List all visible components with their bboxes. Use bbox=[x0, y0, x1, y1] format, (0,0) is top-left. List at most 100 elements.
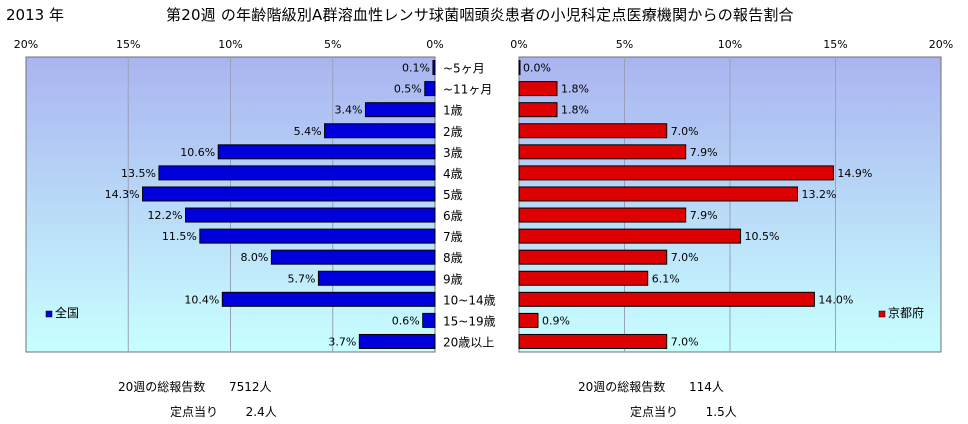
kyoto-chart-tick-label: 10% bbox=[718, 38, 742, 51]
kyoto-chart-bar bbox=[518, 270, 649, 286]
kyoto-chart-data-label: 14.9% bbox=[837, 167, 872, 180]
kyoto-chart-data-label: 7.0% bbox=[671, 251, 699, 264]
chart-title: 第20週 の年齢階級別A群溶血性レンサ球菌咽頭炎患者の小児科定点医療機関からの報… bbox=[166, 6, 794, 24]
national-chart-bar bbox=[364, 102, 436, 118]
national-chart-data-label: 5.7% bbox=[287, 272, 315, 285]
kyoto-chart-data-label: 7.9% bbox=[690, 209, 718, 222]
national-chart-bar bbox=[432, 60, 436, 76]
national-total-label: 20週の総報告数 bbox=[118, 380, 206, 394]
national-chart-tick-label: 0% bbox=[426, 38, 443, 51]
national-chart-bar bbox=[217, 144, 436, 160]
national-per-site-value: 2.4人 bbox=[245, 405, 277, 419]
kyoto-legend-swatch bbox=[878, 310, 886, 318]
national-chart-bar bbox=[358, 333, 436, 349]
kyoto-chart-bar bbox=[518, 60, 521, 76]
kyoto-chart-tick-label: 20% bbox=[929, 38, 953, 51]
kyoto-chart-data-label: 0.0% bbox=[523, 62, 551, 75]
kyoto-chart-data-label: 7.9% bbox=[690, 146, 718, 159]
category-label: 10~14歳 bbox=[443, 293, 496, 307]
national-per-site-row: 定点当り 2.4人 bbox=[170, 403, 277, 420]
category-label: 2歳 bbox=[443, 125, 463, 139]
kyoto-chart-bar bbox=[518, 312, 539, 328]
national-chart-data-label: 0.5% bbox=[394, 83, 422, 96]
national-chart-bar bbox=[317, 270, 436, 286]
national-chart-data-label: 5.4% bbox=[294, 125, 322, 138]
kyoto-chart-bar bbox=[518, 144, 687, 160]
category-label: 5歳 bbox=[443, 188, 463, 202]
kyoto-chart-bar bbox=[518, 207, 687, 223]
kyoto-total-value: 114人 bbox=[688, 380, 724, 394]
kyoto-chart-data-label: 13.2% bbox=[802, 188, 837, 201]
national-chart-data-label: 10.4% bbox=[184, 293, 219, 306]
national-chart-data-label: 10.6% bbox=[180, 146, 215, 159]
national-chart-bar bbox=[422, 312, 436, 328]
kyoto-chart-bar bbox=[518, 81, 558, 97]
category-label: 1歳 bbox=[443, 104, 463, 118]
kyoto-chart-bar bbox=[518, 333, 668, 349]
national-chart-data-label: 3.7% bbox=[328, 335, 356, 348]
kyoto-chart-data-label: 0.9% bbox=[542, 314, 570, 327]
category-label: 9歳 bbox=[443, 272, 463, 286]
national-chart-data-label: 8.0% bbox=[240, 251, 268, 264]
national-chart-tick-label: 10% bbox=[218, 38, 242, 51]
category-label: ~5ヶ月 bbox=[443, 62, 485, 76]
national-chart-bar bbox=[270, 249, 436, 265]
kyoto-chart-data-label: 7.0% bbox=[671, 335, 699, 348]
kyoto-chart-bar bbox=[518, 186, 799, 202]
kyoto-chart-bar bbox=[518, 165, 834, 181]
national-chart-bar bbox=[142, 186, 436, 202]
national-legend-label: 全国 bbox=[55, 305, 79, 320]
national-legend-swatch bbox=[45, 310, 53, 318]
kyoto-total-row: 20週の総報告数 114人 bbox=[578, 378, 724, 395]
national-chart-bar bbox=[199, 228, 436, 244]
national-chart-data-label: 12.2% bbox=[148, 209, 183, 222]
national-chart-bar bbox=[158, 165, 436, 181]
kyoto-chart-bar bbox=[518, 228, 742, 244]
kyoto-chart-tick-label: 5% bbox=[616, 38, 633, 51]
kyoto-per-site-row: 定点当り 1.5人 bbox=[630, 403, 737, 420]
kyoto-chart-data-label: 10.5% bbox=[745, 230, 780, 243]
category-label: 3歳 bbox=[443, 146, 463, 160]
national-total-row: 20週の総報告数 7512人 bbox=[118, 378, 271, 395]
kyoto-chart-data-label: 6.1% bbox=[652, 272, 680, 285]
kyoto-chart-data-label: 14.0% bbox=[818, 293, 853, 306]
kyoto-chart-bar bbox=[518, 249, 668, 265]
national-chart-tick-label: 20% bbox=[14, 38, 38, 51]
national-chart-bar bbox=[221, 291, 436, 307]
kyoto-chart-data-label: 1.8% bbox=[561, 83, 589, 96]
kyoto-legend-label: 京都府 bbox=[888, 305, 924, 320]
category-label: 4歳 bbox=[443, 167, 463, 181]
national-chart-data-label: 3.4% bbox=[335, 104, 363, 117]
category-label: 8歳 bbox=[443, 251, 463, 265]
kyoto-per-site-label: 定点当り bbox=[630, 405, 679, 419]
category-label: 7歳 bbox=[443, 230, 463, 244]
national-total-value: 7512人 bbox=[228, 380, 272, 394]
category-label: 6歳 bbox=[443, 209, 463, 223]
kyoto-total-label: 20週の総報告数 bbox=[578, 380, 666, 394]
national-chart-data-label: 13.5% bbox=[121, 167, 156, 180]
kyoto-chart-tick-label: 0% bbox=[510, 38, 527, 51]
kyoto-chart-bar bbox=[518, 102, 558, 118]
kyoto-chart-bar bbox=[518, 291, 815, 307]
national-chart-data-label: 11.5% bbox=[162, 230, 197, 243]
category-label: 15~19歳 bbox=[443, 314, 496, 328]
kyoto-chart-bar bbox=[518, 123, 668, 139]
national-chart-bar bbox=[324, 123, 436, 139]
category-label: 20歳以上 bbox=[443, 335, 494, 349]
national-chart-tick-label: 5% bbox=[324, 38, 341, 51]
national-per-site-label: 定点当り bbox=[170, 405, 219, 419]
national-chart-tick-label: 15% bbox=[116, 38, 140, 51]
national-chart-data-label: 0.6% bbox=[392, 314, 420, 327]
kyoto-chart-tick-label: 15% bbox=[823, 38, 847, 51]
national-chart-bar bbox=[424, 81, 436, 97]
national-chart-data-label: 14.3% bbox=[105, 188, 140, 201]
kyoto-per-site-value: 1.5人 bbox=[705, 405, 737, 419]
kyoto-chart-data-label: 7.0% bbox=[671, 125, 699, 138]
national-chart-bar bbox=[185, 207, 436, 223]
year-label: 2013 年 bbox=[6, 6, 64, 24]
category-label: ~11ヶ月 bbox=[443, 83, 492, 97]
kyoto-chart-data-label: 1.8% bbox=[561, 104, 589, 117]
national-chart-data-label: 0.1% bbox=[402, 62, 430, 75]
